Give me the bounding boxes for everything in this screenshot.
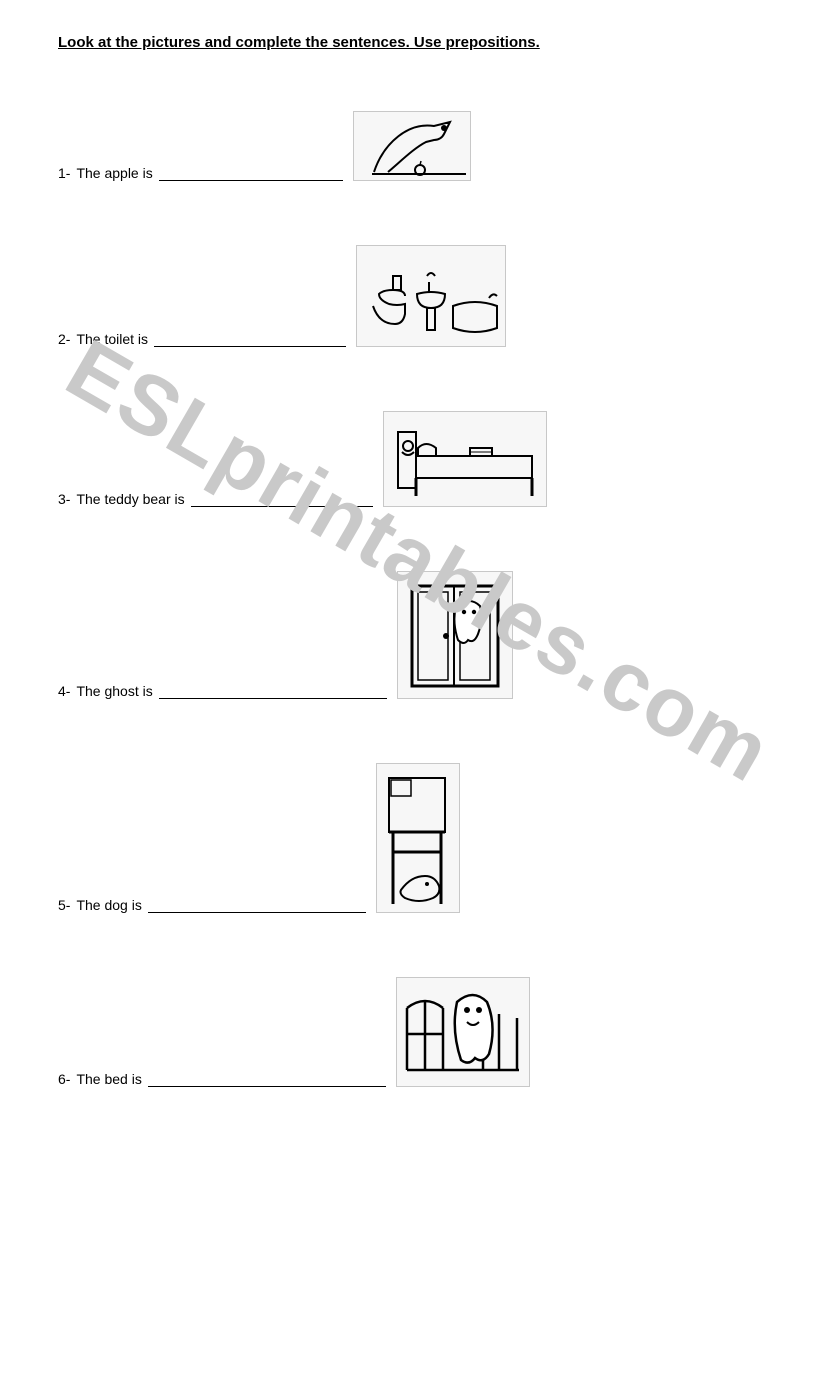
- item-number: 5-: [58, 897, 70, 913]
- item-prompt: The bed is: [76, 1071, 141, 1087]
- answer-blank[interactable]: [159, 166, 343, 181]
- item-picture: [356, 245, 506, 347]
- exercise-item: 4- The ghost is: [58, 571, 780, 699]
- item-number: 1-: [58, 165, 70, 181]
- exercise-item: 6- The bed is: [58, 977, 780, 1087]
- exercise-item: 2- The toilet is: [58, 245, 780, 347]
- item-number: 4-: [58, 683, 70, 699]
- answer-blank[interactable]: [148, 1072, 386, 1087]
- dog-chair-icon: [377, 764, 459, 912]
- item-picture: [396, 977, 530, 1087]
- item-prompt: The ghost is: [76, 683, 152, 699]
- worksheet-page: Look at the pictures and complete the se…: [0, 0, 838, 1121]
- item-picture: [376, 763, 460, 913]
- watermark: ESLprintables.com: [51, 320, 788, 801]
- exercise-item: 3- The teddy bear is: [58, 411, 780, 507]
- ghost-wardrobe-icon: [398, 572, 512, 698]
- item-prompt: The apple is: [76, 165, 152, 181]
- answer-blank[interactable]: [154, 332, 346, 347]
- instructions-heading: Look at the pictures and complete the se…: [58, 34, 780, 51]
- apple-giraffe-icon: [354, 112, 470, 180]
- exercise-item: 1- The apple is: [58, 111, 780, 181]
- bathroom-icon: [357, 246, 505, 346]
- bed-teddy-icon: [384, 412, 546, 506]
- answer-blank[interactable]: [191, 492, 373, 507]
- item-number: 2-: [58, 331, 70, 347]
- item-number: 6-: [58, 1071, 70, 1087]
- bed-ghost-icon: [397, 978, 529, 1086]
- item-picture: [383, 411, 547, 507]
- item-prompt: The dog is: [76, 897, 141, 913]
- answer-blank[interactable]: [159, 684, 387, 699]
- item-picture: [353, 111, 471, 181]
- item-prompt: The toilet is: [76, 331, 148, 347]
- exercise-item: 5- The dog is: [58, 763, 780, 913]
- answer-blank[interactable]: [148, 898, 366, 913]
- item-number: 3-: [58, 491, 70, 507]
- item-prompt: The teddy bear is: [76, 491, 184, 507]
- item-picture: [397, 571, 513, 699]
